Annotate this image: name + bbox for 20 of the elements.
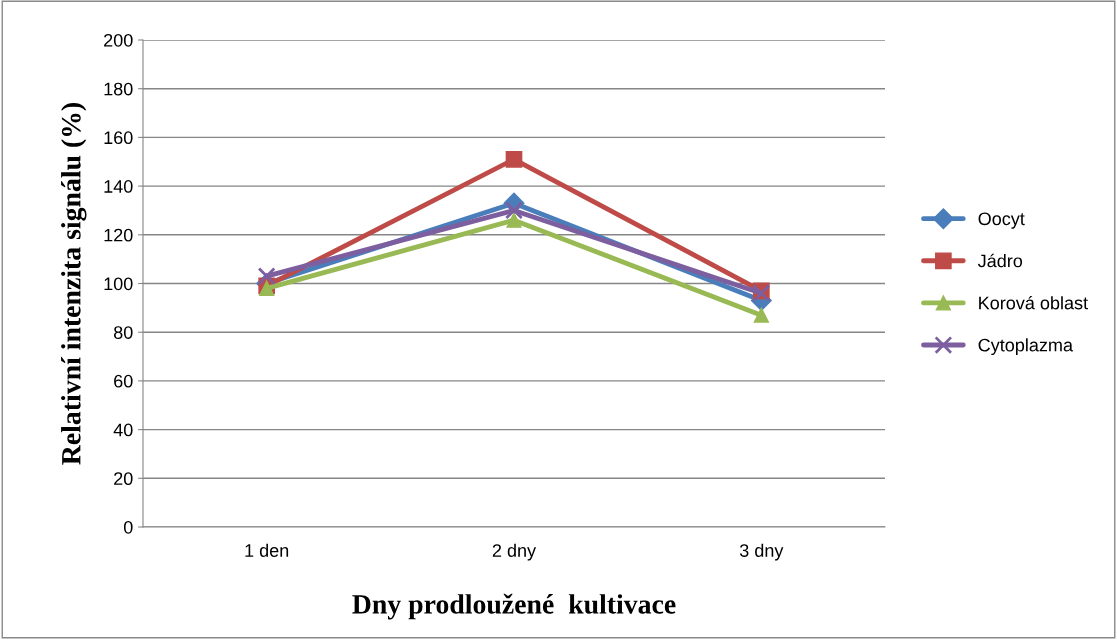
y-tick-label: 80 (113, 326, 133, 339)
x-tick-label: 2 dny (492, 543, 537, 561)
y-tick-label: 100 (104, 277, 133, 291)
x-axis-title: Dny prodloužené kultivace (352, 593, 676, 620)
y-tick-label: 40 (113, 423, 133, 437)
legend-label: Oocyt (978, 212, 1025, 229)
y-tick-label: 160 (104, 131, 133, 145)
x-tick-label: 3 dny (739, 543, 784, 561)
y-tick-label: 180 (104, 82, 133, 96)
y-tick-label: 120 (104, 228, 133, 242)
legend-label: Korová oblast (979, 295, 1088, 310)
y-tick-label: 0 (123, 520, 133, 534)
y-tick-label: 140 (104, 180, 133, 193)
legend-label: Jádro (977, 253, 1023, 268)
y-tick-label: 200 (104, 33, 133, 47)
x-tick-label: 1 den (245, 543, 289, 557)
y-tick-label: 60 (114, 374, 133, 388)
legend-label: Cytoplazma (978, 338, 1074, 356)
y-axis-title: Relativní intenzita signálu (%) (61, 103, 87, 465)
y-tick-label: 20 (114, 472, 133, 486)
